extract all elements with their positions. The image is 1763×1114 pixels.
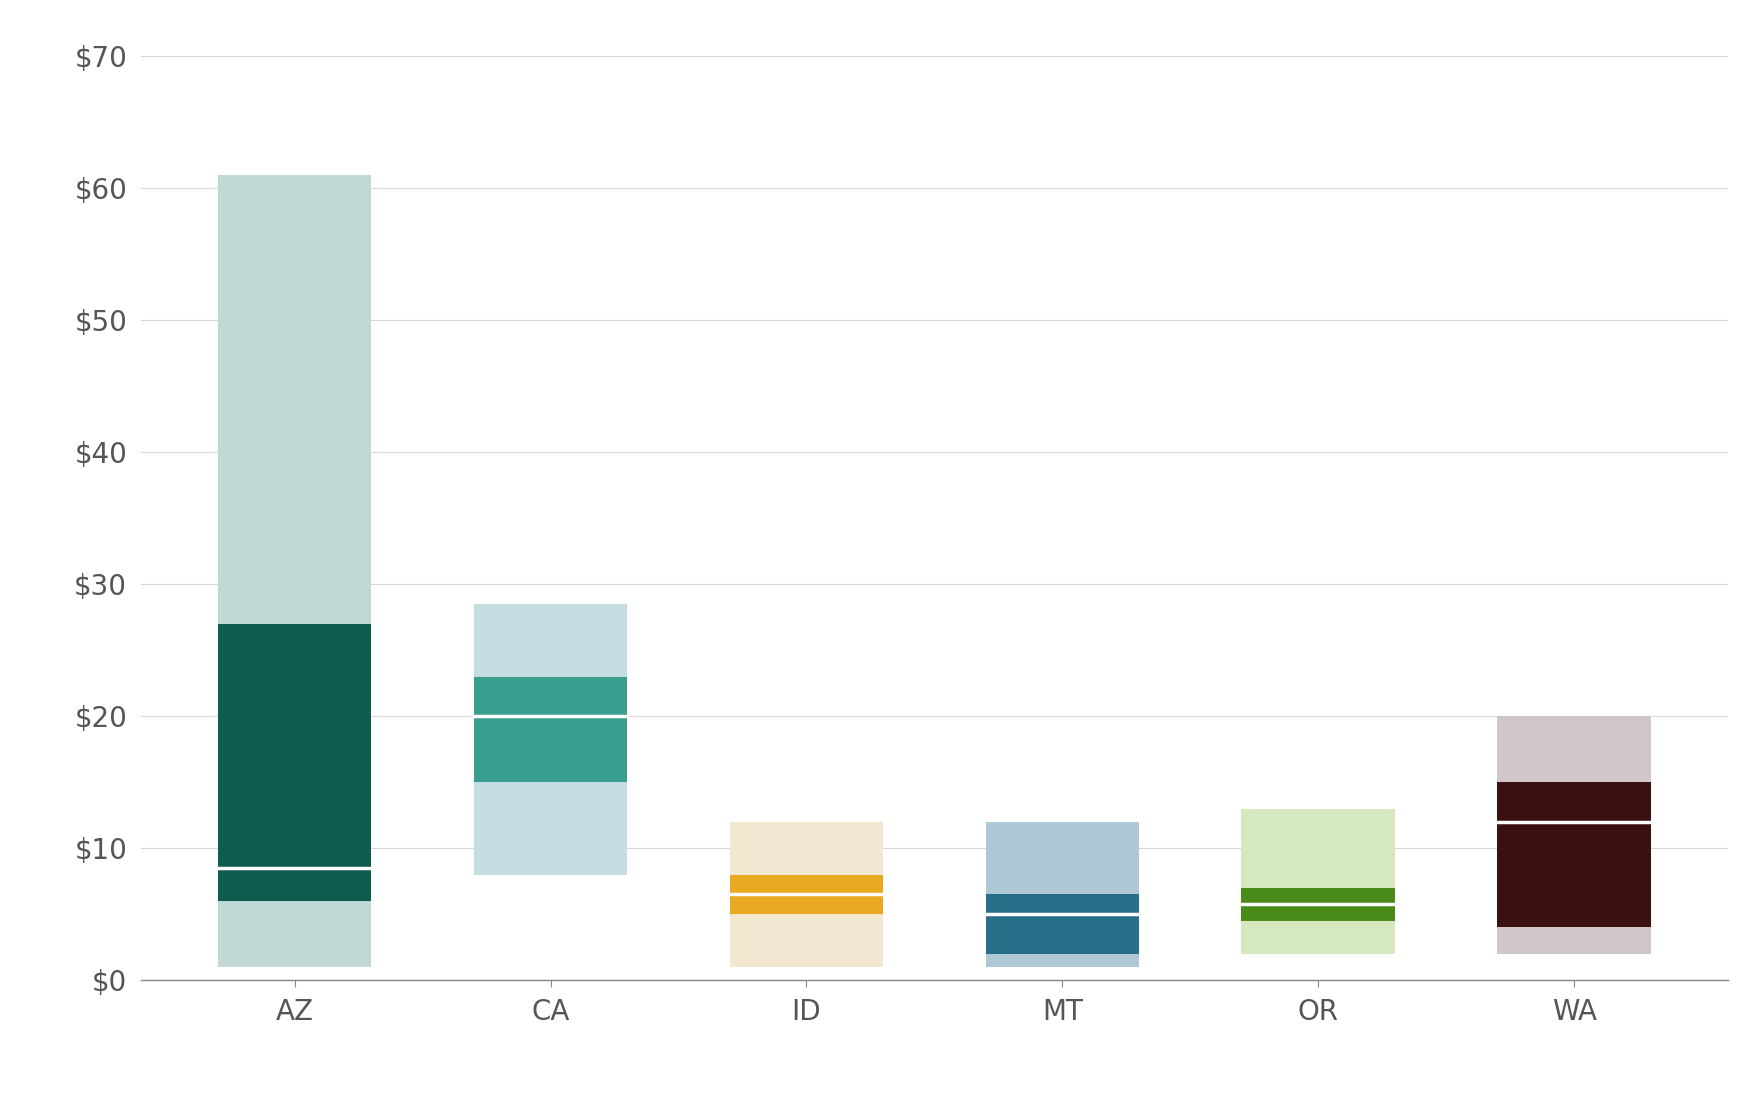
Bar — [986, 895, 1139, 954]
Bar — [219, 175, 372, 967]
Bar — [730, 874, 883, 915]
Bar — [730, 822, 883, 967]
Bar — [219, 624, 372, 901]
Bar — [1497, 716, 1650, 954]
Bar — [1241, 809, 1395, 954]
Bar — [474, 676, 628, 782]
Bar — [474, 604, 628, 874]
Bar — [1497, 782, 1650, 928]
Bar — [986, 822, 1139, 967]
Bar — [1241, 888, 1395, 921]
